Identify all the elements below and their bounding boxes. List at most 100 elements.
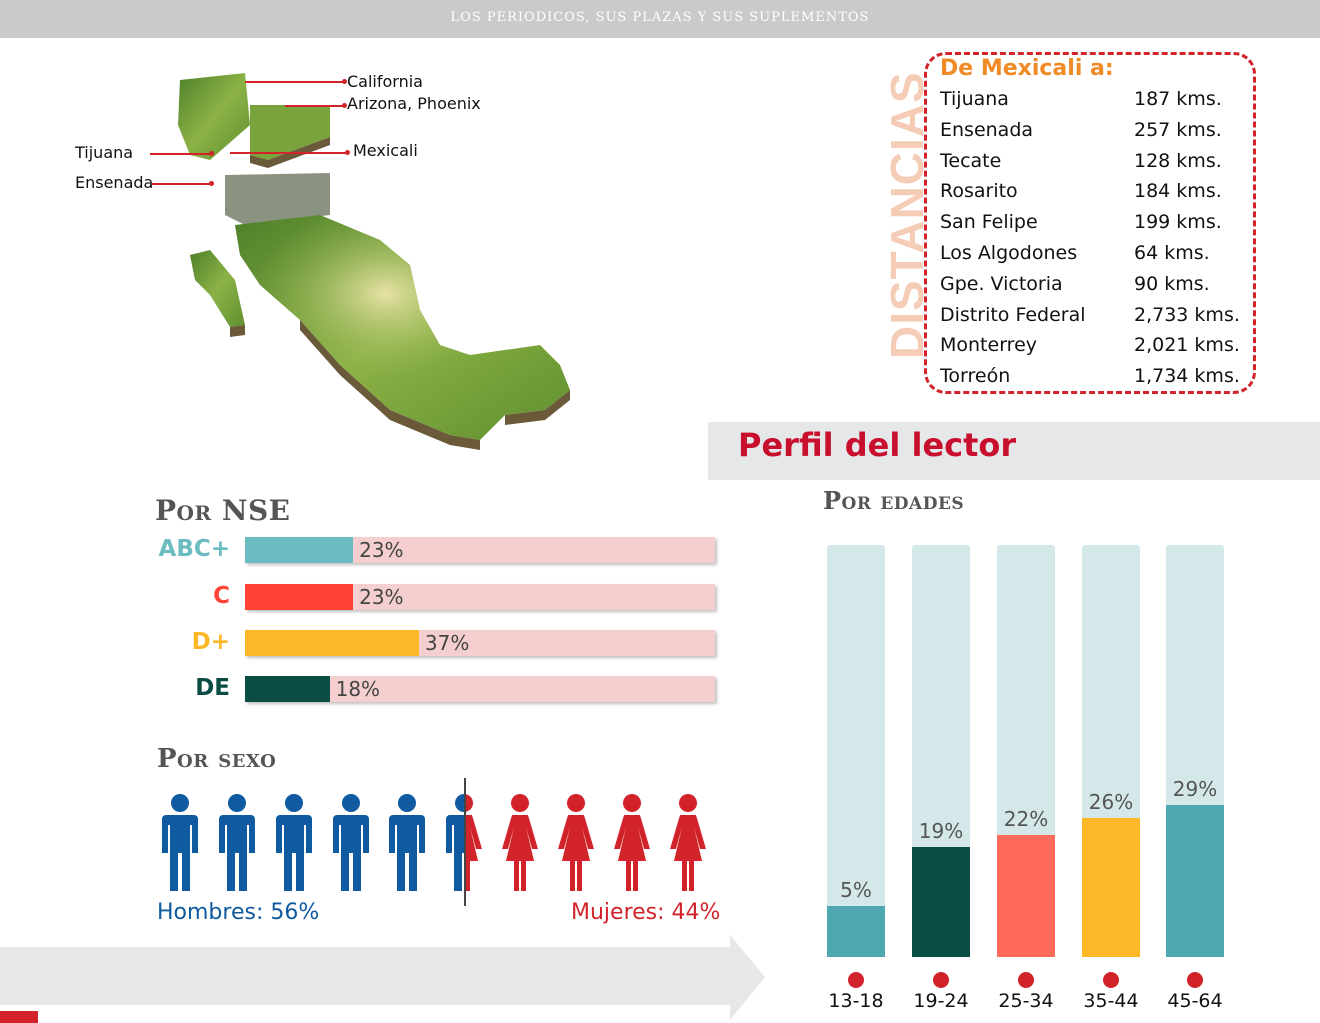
- map-label-arizona: Arizona, Phoenix: [347, 94, 481, 113]
- distance-row: Los Algodones 64 kms.: [940, 242, 1240, 272]
- man-icon: [274, 793, 314, 893]
- age-column-value: 29%: [1172, 777, 1218, 802]
- nse-bar-track: 23%: [245, 584, 715, 610]
- age-dot-icon: [933, 972, 949, 988]
- distance-city: Ensenada: [940, 118, 1034, 141]
- tijuana-leader: [150, 151, 214, 156]
- nse-bar-value: 23%: [359, 538, 404, 562]
- nse-title: Por NSE: [155, 494, 291, 527]
- sexo-divider: [464, 778, 466, 906]
- distance-city: Tecate: [940, 149, 1002, 172]
- mexico-map-graphic: [178, 73, 570, 450]
- nse-label: ABC+: [158, 536, 230, 562]
- distance-row: Tecate 128 kms.: [940, 150, 1240, 180]
- age-range-label: 25-34: [998, 990, 1054, 1012]
- age-column-value: 5%: [840, 878, 872, 902]
- nse-bar-value: 37%: [424, 631, 470, 655]
- age-range-label: 19-24: [913, 990, 969, 1012]
- distance-row: Ensenada 257 kms.: [940, 119, 1240, 149]
- distances-vertical-label: DISTANCIAS: [881, 71, 933, 359]
- distance-city: Torreón: [940, 365, 1011, 388]
- age-range-label: 45-64: [1167, 990, 1223, 1012]
- distance-km: 2,021 kms.: [1134, 334, 1240, 357]
- distance-km: 90 kms.: [1134, 272, 1210, 295]
- header-title: LOS PERIODICOS, SUS PLAZAS Y SUS SUPLEME…: [0, 0, 1320, 38]
- age-dot-icon: [1187, 972, 1203, 988]
- arizona-leader: [285, 103, 347, 108]
- man-icon: [160, 793, 200, 893]
- distance-km: 187 kms.: [1134, 88, 1222, 110]
- nse-label: DE: [195, 675, 230, 701]
- perfil-title: Perfil del lector: [738, 426, 1017, 464]
- nse-bar-fill: [245, 630, 419, 656]
- age-column: [1166, 545, 1224, 957]
- nse-label: C: [213, 583, 230, 609]
- age-column-value: 22%: [1003, 806, 1049, 831]
- distance-row: Distrito Federal 2,733 kms.: [940, 304, 1240, 334]
- women-text: Mujeres: 44%: [571, 900, 721, 925]
- edades-title: Por edades: [823, 486, 965, 515]
- perfil-band: [708, 422, 1320, 480]
- distance-row: Gpe. Victoria 90 kms.: [940, 273, 1240, 303]
- man-icon: [387, 793, 427, 893]
- distance-city: Tijuana: [940, 88, 1009, 110]
- distance-km: 184 kms.: [1134, 180, 1222, 203]
- men-text: Hombres: 56%: [157, 900, 320, 925]
- distance-km: 257 kms.: [1134, 118, 1222, 141]
- age-column-value: 19%: [918, 819, 964, 844]
- distances-title: De Mexicali a:: [940, 56, 1114, 81]
- age-range-label: 13-18: [828, 990, 884, 1012]
- distance-row: San Felipe 199 kms.: [940, 211, 1240, 241]
- distance-row: Tijuana 187 kms.: [940, 88, 1240, 118]
- distance-km: 1,734 kms.: [1134, 365, 1240, 388]
- age-column-fill: [912, 847, 970, 957]
- age-dot-icon: [848, 972, 864, 988]
- woman-icon: [500, 793, 540, 893]
- distance-row: Torreón 1,734 kms.: [940, 365, 1240, 395]
- age-column: [1082, 545, 1140, 957]
- distances-box: [924, 52, 1256, 394]
- age-column: [827, 545, 885, 957]
- woman-icon: [612, 793, 652, 893]
- bottom-arrow: [0, 935, 765, 1020]
- distance-km: 64 kms.: [1134, 242, 1210, 264]
- distance-city: Distrito Federal: [940, 303, 1086, 326]
- age-column: [912, 545, 970, 957]
- nse-bar-fill: [245, 584, 354, 610]
- nse-bar-value: 18%: [335, 677, 381, 701]
- mexico-map: [150, 65, 620, 485]
- age-column-fill: [1166, 805, 1224, 957]
- distance-city: San Felipe: [940, 211, 1038, 234]
- nse-bar-value: 23%: [359, 585, 404, 609]
- nse-bar-fill: [245, 537, 354, 563]
- distance-row: Monterrey 2,021 kms.: [940, 334, 1240, 364]
- age-dot-icon: [1103, 972, 1119, 988]
- nse-bar-fill: [245, 676, 330, 702]
- age-column: [997, 545, 1055, 957]
- man-icon: [217, 793, 257, 893]
- nse-bar-track: 18%: [245, 676, 715, 702]
- mexicali-leader: [230, 150, 350, 155]
- age-dot-icon: [1018, 972, 1034, 988]
- distance-city: Los Algodones: [940, 242, 1078, 264]
- distance-city: Rosarito: [940, 180, 1018, 203]
- distance-row: Rosarito 184 kms.: [940, 180, 1240, 210]
- age-column-fill: [827, 906, 885, 957]
- map-label-california: California: [347, 72, 423, 91]
- woman-icon: [556, 793, 596, 893]
- corner-marker: [0, 1011, 38, 1023]
- distance-km: 128 kms.: [1134, 149, 1222, 172]
- distance-km: 2,733 kms.: [1134, 303, 1240, 326]
- map-label-mexicali: Mexicali: [353, 141, 418, 160]
- age-range-label: 35-44: [1083, 990, 1139, 1012]
- map-label-ensenada: Ensenada: [75, 173, 154, 192]
- man-woman-split-icon: [444, 793, 484, 893]
- distance-city: Monterrey: [940, 334, 1038, 357]
- nse-label: D+: [191, 629, 230, 655]
- age-column-track: [827, 545, 885, 957]
- age-column-value: 26%: [1088, 789, 1134, 814]
- ensenada-leader: [152, 181, 214, 186]
- man-icon: [331, 793, 371, 893]
- age-column-fill: [1082, 817, 1140, 957]
- map-label-tijuana: Tijuana: [75, 143, 134, 162]
